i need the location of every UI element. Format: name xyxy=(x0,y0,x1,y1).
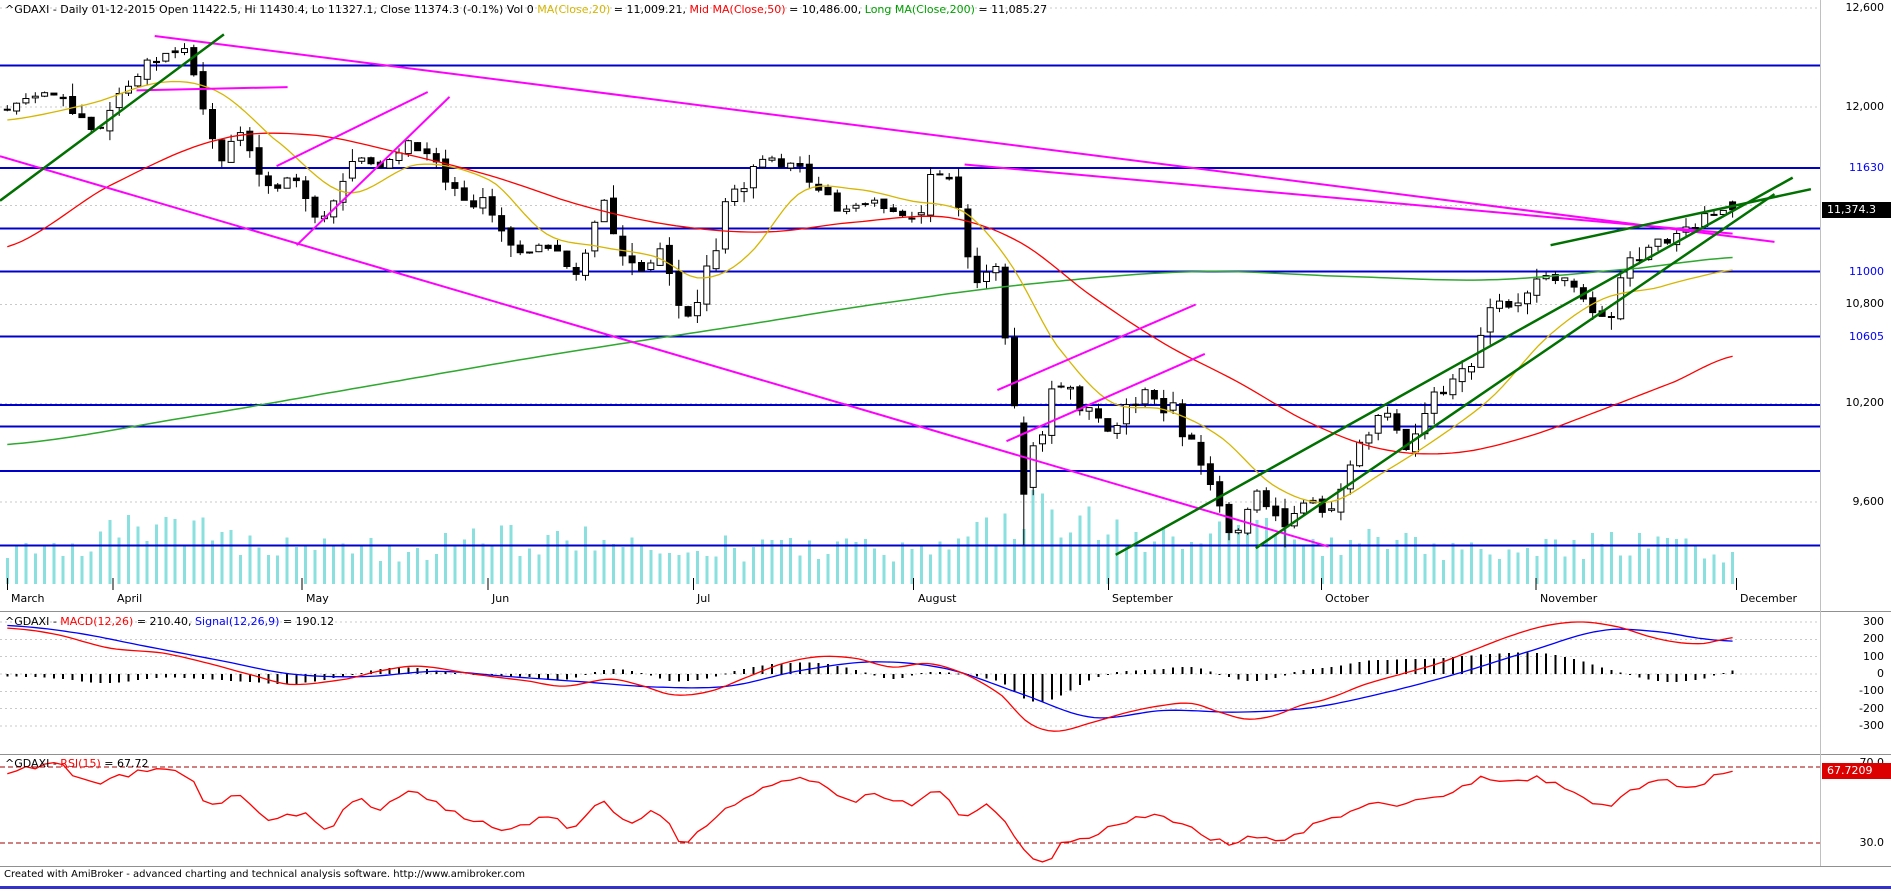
price-axis-tick: 12,000 xyxy=(1845,100,1885,113)
month-label-november: November xyxy=(1540,592,1598,605)
title-macd-segment-2: = 210.40, xyxy=(133,615,196,628)
month-label-december: December xyxy=(1740,592,1798,605)
title-macd-segment-1: MACD(12,26) xyxy=(60,615,134,628)
title-price-segment-4: = 10,486.00, xyxy=(785,3,865,16)
price-axis-tick: 12,600 xyxy=(1845,1,1885,14)
title-price-segment-1: MA(Close,20) xyxy=(537,3,611,16)
support-resistance-lines xyxy=(0,64,1820,547)
title-macd-segment-3: Signal(12,26,9) xyxy=(195,615,280,628)
price-pane-title: ^GDAXI - Daily 01-12-2015 Open 11422.5, … xyxy=(5,3,1047,16)
month-label-october: October xyxy=(1325,592,1370,605)
support-level-label: 11000 xyxy=(1849,265,1884,278)
title-price-segment-2: = 11,009.21, xyxy=(610,3,690,16)
rsi-pane-title: ^GDAXI - RSI(15) = 67.72 xyxy=(5,757,148,770)
macd-axis-tick: -100 xyxy=(1859,684,1884,697)
ma20-line xyxy=(7,80,1733,504)
macd-axis-tick: 300 xyxy=(1863,615,1884,628)
month-label-september: September xyxy=(1112,592,1173,605)
title-price-segment-3: Mid MA(Close,50) xyxy=(689,3,786,16)
title-price-segment-5: Long MA(Close,200) xyxy=(864,3,975,16)
macd-axis-tick: -200 xyxy=(1859,702,1884,715)
macd-axis-tick: 100 xyxy=(1863,650,1884,663)
bottom-border-bar xyxy=(0,886,1891,889)
title-macd-segment-4: = 190.12 xyxy=(279,615,335,628)
title-macd-segment-0: ^GDAXI - xyxy=(5,615,61,628)
title-rsi-segment-2: = 67.72 xyxy=(100,757,149,770)
x-axis-ticks xyxy=(6,578,1737,590)
month-label-jul: Jul xyxy=(697,592,711,605)
rsi-level-lines xyxy=(0,766,1820,844)
month-label-april: April xyxy=(117,592,143,605)
month-label-may: May xyxy=(306,592,329,605)
macd-line xyxy=(7,621,1733,732)
month-label-march: March xyxy=(11,592,45,605)
month-label-jun: Jun xyxy=(492,592,510,605)
title-price-segment-6: = 11,085.27 xyxy=(974,3,1048,16)
price-gridlines xyxy=(0,7,1820,503)
rsi-value-badge: 67.7209 xyxy=(1822,763,1891,779)
macd-axis-tick: -300 xyxy=(1859,719,1884,732)
title-rsi-segment-0: ^GDAXI - xyxy=(5,757,61,770)
rsi-line xyxy=(7,761,1733,863)
price-axis-tick: 9,600 xyxy=(1852,495,1885,508)
last-price-badge: 11,374.3 xyxy=(1822,202,1891,218)
macd-pane-title: ^GDAXI - MACD(12,26) = 210.40, Signal(12… xyxy=(5,615,334,628)
pane-separators xyxy=(0,0,1891,867)
footer-credit: Created with AmiBroker - advanced charti… xyxy=(4,869,526,880)
volume-bars xyxy=(5,490,1735,584)
macd-histogram xyxy=(6,652,1734,702)
support-level-label: 10605 xyxy=(1849,330,1884,343)
ma50-line xyxy=(7,132,1733,455)
rsi-axis-tick: 30.0 xyxy=(1859,836,1885,849)
price-axis-tick: 10,200 xyxy=(1845,396,1885,409)
month-label-august: August xyxy=(918,592,957,605)
macd-gridlines xyxy=(0,621,1820,727)
title-rsi-segment-1: RSI(15) xyxy=(60,757,101,770)
trendlines-green xyxy=(0,33,1812,556)
price-axis-tick: 10,800 xyxy=(1845,297,1885,310)
trendlines-magenta xyxy=(0,35,1775,548)
ma200-line xyxy=(7,256,1733,446)
support-level-label: 11630 xyxy=(1849,161,1884,174)
macd-axis-tick: 200 xyxy=(1863,632,1884,645)
macd-axis-tick: 0 xyxy=(1877,667,1884,680)
title-price-segment-0: ^GDAXI - Daily 01-12-2015 Open 11422.5, … xyxy=(5,3,538,16)
